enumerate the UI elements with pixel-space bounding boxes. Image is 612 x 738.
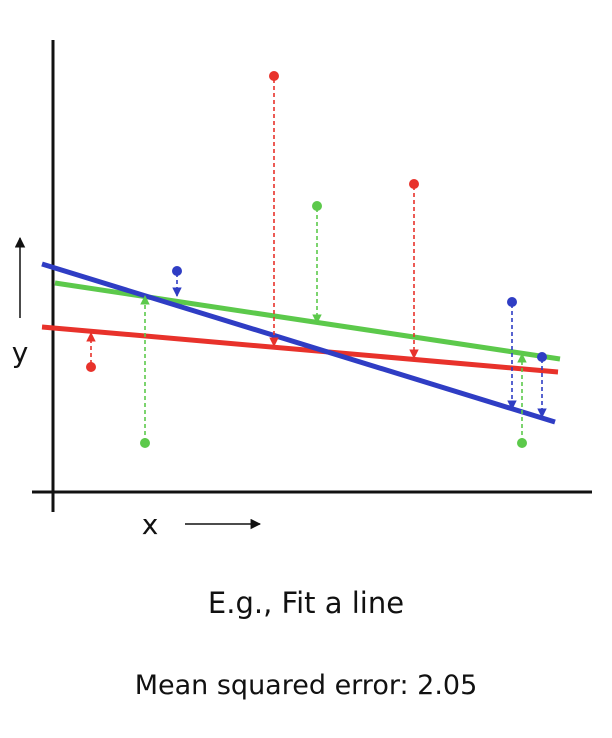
red-fit-line (41, 324, 559, 375)
blue-data-point (172, 266, 182, 276)
blue-fit-line (41, 261, 556, 425)
y-axis-label: y (12, 336, 29, 369)
green-data-point (312, 201, 322, 211)
mse-value: 2.05 (417, 670, 478, 701)
green-data-point (140, 438, 150, 448)
green-data-point (517, 438, 527, 448)
blue-data-point (537, 352, 547, 362)
red-data-point (86, 362, 96, 372)
red-residuals (86, 79, 419, 364)
mse-label: Mean squared error: (134, 670, 409, 701)
blue-data-point (507, 297, 517, 307)
blue-residuals (172, 273, 547, 418)
caption-title: E.g., Fit a line (207, 586, 405, 620)
green-residuals (140, 208, 527, 442)
mse-caption: Mean squared error: 2.05 (0, 670, 612, 701)
red-data-point (409, 179, 419, 189)
red-data-point (269, 71, 279, 81)
x-axis-label: x (142, 508, 159, 541)
